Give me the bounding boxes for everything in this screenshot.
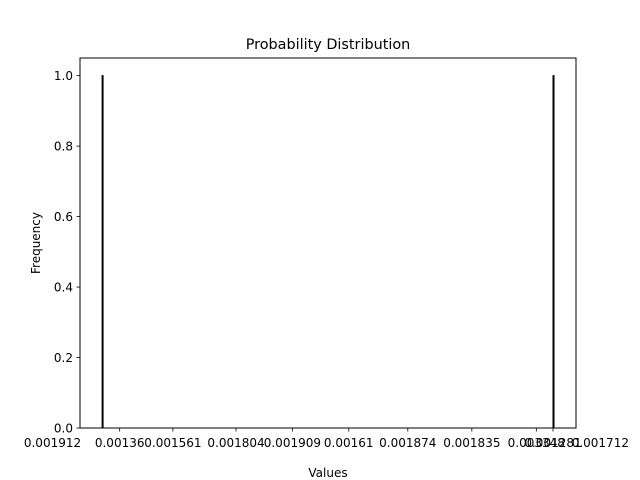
x-tick-label: 0.001874: [379, 436, 436, 450]
x-tick-label: 0.00161: [324, 436, 374, 450]
x-axis-label: Values: [308, 466, 347, 480]
y-tick-label: 1.0: [54, 69, 73, 83]
x-tick-label: 0.001912: [24, 436, 81, 450]
chart-title: Probability Distribution: [246, 37, 411, 53]
y-axis-label: Frequency: [29, 212, 43, 274]
x-tick-label: 0.001561: [144, 436, 201, 450]
x-axis-ticks: 0.001912 0.00136 0.001561 0.001804 0.001909 0…: [24, 428, 629, 450]
y-tick-label: 0.0: [54, 421, 73, 435]
y-tick-label: 0.4: [54, 280, 73, 294]
bar-1: [552, 75, 555, 429]
x-tick-label: 0.001835: [443, 436, 500, 450]
x-tick-label: 0.001804: [207, 436, 264, 450]
y-tick-label: 0.6: [54, 210, 73, 224]
y-axis-ticks: 0.0 0.2 0.4 0.6 0.8 1.0: [54, 69, 80, 435]
x-tick-label: 0.001281: [524, 436, 581, 450]
bars: [101, 75, 555, 429]
plot-area-frame: [79, 57, 577, 429]
bar-0: [101, 75, 104, 429]
x-tick-label: 0.003348: [508, 436, 565, 450]
x-tick-label: 0.00136: [95, 436, 145, 450]
y-tick-label: 0.2: [54, 351, 73, 365]
x-tick-label: 0.001712: [572, 436, 629, 450]
y-tick-label: 0.8: [54, 139, 73, 153]
x-tick-label: 0.001909: [264, 436, 321, 450]
